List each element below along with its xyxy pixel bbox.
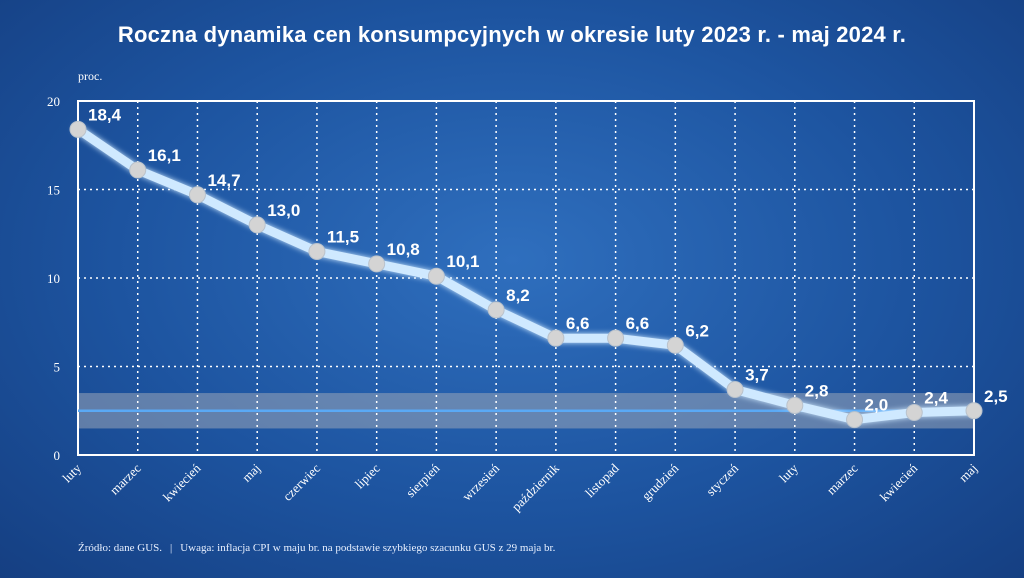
x-tick-label: styczeń — [703, 460, 742, 499]
data-label: 2,8 — [805, 381, 829, 400]
x-tick-label: marzec — [107, 460, 144, 497]
footer-separator: | — [170, 542, 173, 554]
data-label: 6,6 — [566, 314, 590, 333]
y-tick-label: 5 — [54, 360, 61, 375]
data-point-marker — [905, 404, 923, 422]
y-tick-label: 20 — [47, 94, 60, 109]
data-label: 8,2 — [506, 286, 530, 305]
data-point-marker — [846, 411, 864, 429]
x-tick-label: grudzień — [639, 460, 682, 503]
data-point-marker — [547, 329, 565, 347]
data-point-marker — [427, 267, 445, 285]
data-point-marker — [308, 242, 326, 260]
data-label: 3,7 — [745, 366, 769, 385]
data-label: 18,4 — [88, 105, 122, 124]
data-label: 2,0 — [865, 396, 889, 415]
plot-frame — [77, 100, 975, 456]
x-tick-label: kwiecień — [160, 460, 204, 504]
data-point-marker — [607, 329, 625, 347]
x-tick-label: lipiec — [352, 460, 383, 491]
y-tick-label: 0 — [54, 448, 61, 463]
data-point-marker — [248, 216, 266, 234]
data-label: 6,6 — [626, 314, 650, 333]
footer-note: Źródło: dane GUS. | Uwaga: inflacja CPI w … — [78, 542, 555, 554]
data-point-marker — [786, 396, 804, 414]
note-text: Uwaga: inflacja CPI w maju br. na podsta… — [180, 542, 556, 554]
x-tick-label: sierpień — [403, 460, 443, 500]
data-label: 16,1 — [148, 146, 181, 165]
data-point-marker — [188, 186, 206, 204]
x-tick-label: październik — [509, 460, 563, 514]
data-point-marker — [487, 301, 505, 319]
data-point-marker — [69, 120, 87, 138]
data-label: 11,5 — [327, 227, 359, 246]
x-tick-label: czerwiec — [280, 460, 323, 503]
data-label: 13,0 — [267, 201, 300, 220]
x-tick-label: maj — [956, 461, 980, 485]
y-tick-label: 10 — [47, 271, 60, 286]
data-label: 6,2 — [685, 321, 709, 340]
data-label: 2,5 — [984, 387, 1008, 406]
x-tick-label: maj — [239, 461, 263, 485]
data-point-marker — [666, 336, 684, 354]
data-point-marker — [965, 402, 983, 420]
data-point-marker — [368, 255, 386, 273]
y-axis-unit-label: proc. — [78, 69, 102, 83]
series-line-cpi — [73, 124, 979, 425]
chart-title: Roczna dynamika cen konsumpcyjnych w okr… — [117, 22, 907, 47]
data-point-marker — [726, 381, 744, 399]
x-tick-label: luty — [776, 460, 801, 485]
data-label: 2,4 — [924, 389, 948, 408]
data-point-marker — [129, 161, 147, 179]
y-tick-label: 15 — [47, 183, 60, 198]
data-label: 10,8 — [387, 240, 420, 259]
data-label: 10,1 — [446, 252, 479, 271]
x-tick-label: wrzesień — [459, 460, 503, 504]
x-tick-label: luty — [59, 460, 84, 485]
x-tick-label: listopad — [582, 460, 622, 500]
x-tick-label: marzec — [824, 460, 861, 497]
x-tick-label: kwiecień — [877, 460, 921, 504]
data-label: 14,7 — [207, 171, 240, 190]
source-text: Źródło: dane GUS. — [78, 542, 163, 554]
